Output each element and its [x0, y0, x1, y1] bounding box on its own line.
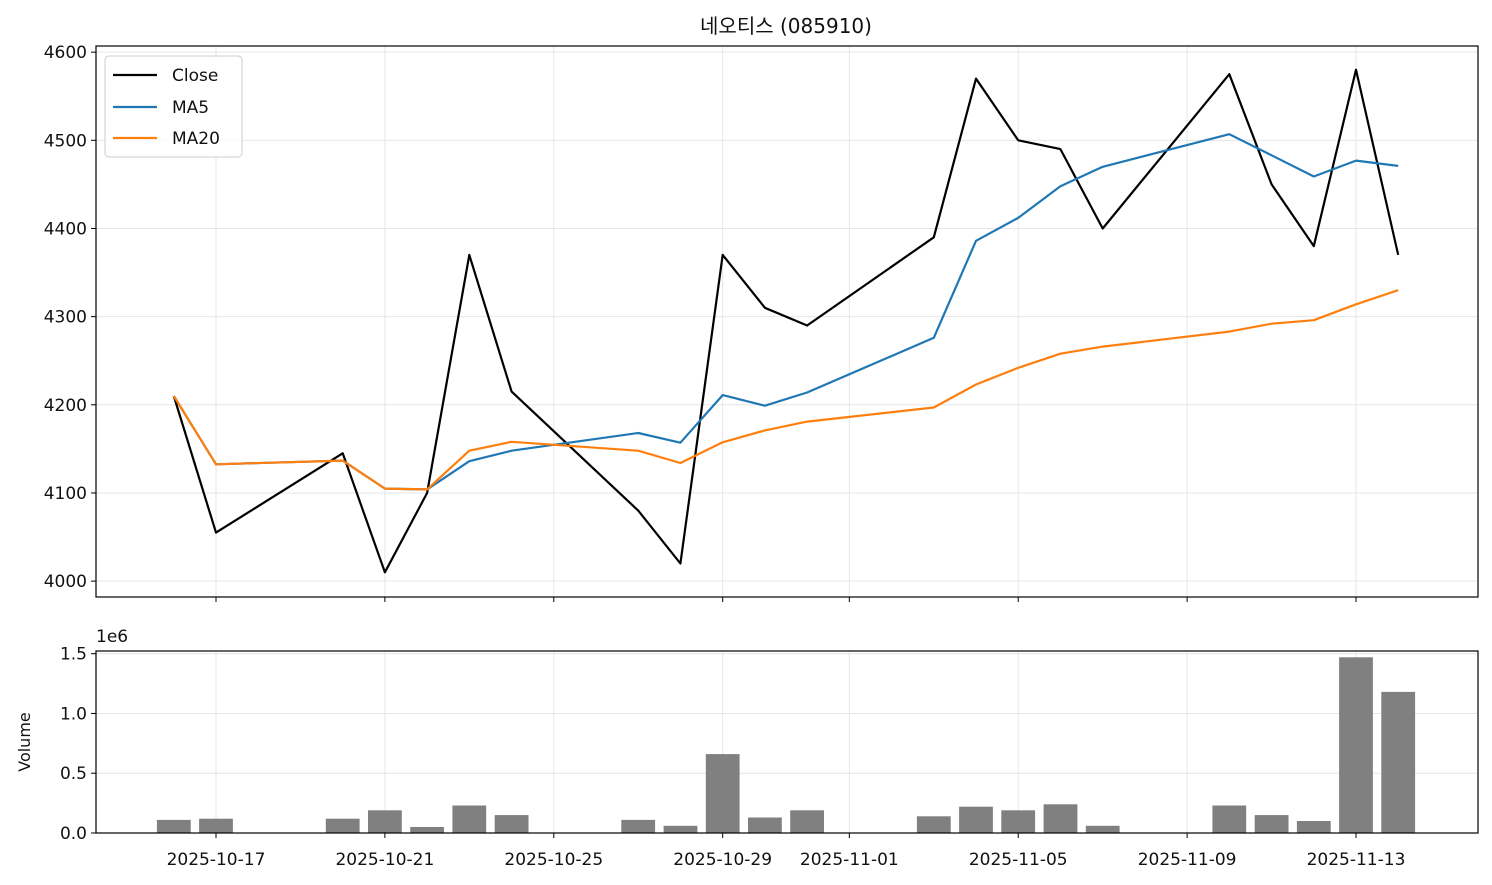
volume-bar: [790, 810, 824, 833]
x-tick-label: 2025-11-05: [969, 850, 1068, 870]
series-line-ma5: [172, 133, 1399, 491]
price-tick-label-y: 4100: [44, 484, 87, 504]
price-plot-frame: [95, 45, 1479, 598]
volume-bar: [1043, 804, 1078, 833]
volume-bar: [959, 806, 993, 833]
x-tick-label: 2025-10-25: [504, 850, 603, 870]
volume-bars: [156, 657, 1416, 833]
volume-tick-label-y: 1.5: [60, 645, 87, 665]
volume-grid: [96, 651, 1478, 834]
volume-offset-text: 1e6: [96, 627, 128, 647]
volume-bar: [156, 819, 191, 833]
volume-axes: 2025-10-17 2025-10-21 2025-10-25 2025-10-29…: [60, 645, 1405, 870]
volume-bar: [1381, 691, 1416, 833]
volume-bar: [621, 819, 656, 833]
x-tick-label: 2025-11-09: [1138, 850, 1237, 870]
price-tick-label-y: 4500: [44, 131, 87, 151]
price-axes: 4000 4100 4200 4300 4400 4500 4600: [44, 43, 1357, 602]
x-tick-label: 2025-10-21: [335, 850, 434, 870]
volume-bar: [916, 816, 951, 833]
x-tick-label: 2025-10-17: [167, 850, 266, 870]
price-tick-label-y: 4300: [44, 308, 87, 328]
series-line-ma20: [172, 289, 1399, 491]
volume-bar: [1212, 805, 1247, 833]
volume-bar: [1296, 821, 1331, 833]
chart-title: 네오티스 (085910): [700, 14, 872, 38]
volume-bar: [705, 754, 740, 833]
x-tick-label: 2025-11-13: [1307, 850, 1406, 870]
legend: Close MA5 MA20: [104, 55, 243, 158]
price-tick-label-y: 4400: [44, 219, 87, 239]
volume-bar: [452, 805, 487, 833]
volume-bar: [1085, 825, 1120, 833]
price-lines: [172, 68, 1400, 574]
volume-axis-label: Volume: [15, 712, 34, 772]
volume-bar: [494, 815, 529, 833]
legend-label-ma5: MA5: [172, 98, 209, 118]
volume-bar: [663, 825, 698, 833]
price-tick-label-y: 4200: [44, 396, 87, 416]
volume-tick-label-y: 0.0: [60, 824, 87, 844]
series-line-close: [172, 68, 1400, 574]
volume-bar: [1001, 810, 1036, 833]
volume-tick-label-y: 0.5: [60, 764, 87, 784]
volume-bar: [1339, 657, 1373, 833]
price-tick-label-y: 4000: [44, 572, 87, 592]
legend-box: [104, 55, 243, 158]
volume-plot-frame: [95, 650, 1479, 834]
legend-label-ma20: MA20: [172, 129, 220, 149]
legend-label-close: Close: [172, 66, 218, 86]
price-tick-label-y: 4600: [44, 43, 87, 63]
x-tick-label: 2025-10-29: [673, 850, 772, 870]
volume-bar: [325, 818, 360, 833]
x-tick-label: 2025-11-01: [800, 850, 899, 870]
volume-bar: [1254, 815, 1289, 833]
volume-bar: [748, 817, 782, 833]
volume-bar: [410, 827, 444, 833]
volume-tick-label-y: 1.0: [60, 704, 87, 724]
volume-bar: [199, 818, 233, 833]
price-grid: [96, 46, 1478, 597]
volume-bar: [368, 810, 402, 833]
